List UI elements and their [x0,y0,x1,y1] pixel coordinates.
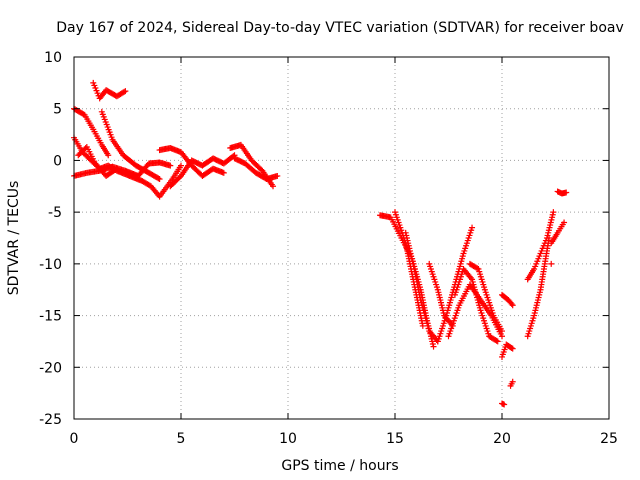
y-tick-label: -25 [39,412,62,428]
data-point [474,265,481,272]
data-point [113,165,120,172]
y-tick-labels: -25 -20 -15 -10 -5 0 5 10 [39,50,62,428]
y-tick-label: -20 [39,360,62,376]
data-point [430,343,437,350]
x-tick-label: 0 [70,431,79,447]
chart-title: Day 167 of 2024, Sidereal Day-to-day VTE… [56,20,624,36]
data-point [112,166,119,173]
data-point [178,162,184,169]
data-point [499,333,505,340]
x-tick-label: 10 [279,431,297,447]
data-point [270,183,277,190]
y-tick-label: -5 [48,205,62,221]
y-axis-label: SDTVAR / TECUs [6,181,22,296]
data-point [274,172,281,179]
x-tick-label: 15 [386,431,404,447]
data-point [499,328,505,335]
grid [74,57,609,419]
axis-ticks [73,56,610,420]
data-point [509,302,516,309]
y-tick-label: 10 [44,50,62,66]
y-tick-label: 5 [53,102,62,118]
data-points [71,79,570,408]
data-point [563,189,570,196]
data-point [167,162,174,169]
data-point [508,344,515,351]
x-tick-label: 5 [177,431,186,447]
data-point [155,175,162,182]
data-point [561,219,568,226]
data-point [508,300,515,307]
data-point [105,152,112,159]
data-point [121,88,128,95]
y-tick-label: -10 [39,257,62,273]
data-point [122,88,129,95]
data-point [493,337,500,344]
data-point [501,401,508,408]
data-point [494,338,501,345]
x-tick-labels: 0 5 10 15 20 25 [70,431,618,447]
data-point [509,378,516,385]
data-point [548,260,555,267]
data-point [156,176,163,183]
x-tick-label: 25 [600,431,618,447]
plot-frame [73,56,610,420]
data-point [509,345,516,352]
x-tick-label: 20 [493,431,511,447]
y-tick-label: 0 [53,153,62,169]
data-point [550,209,557,216]
data-point [220,169,227,176]
data-point [469,224,476,231]
y-tick-label: -15 [39,309,62,325]
x-axis-label: GPS time / hours [281,458,398,474]
